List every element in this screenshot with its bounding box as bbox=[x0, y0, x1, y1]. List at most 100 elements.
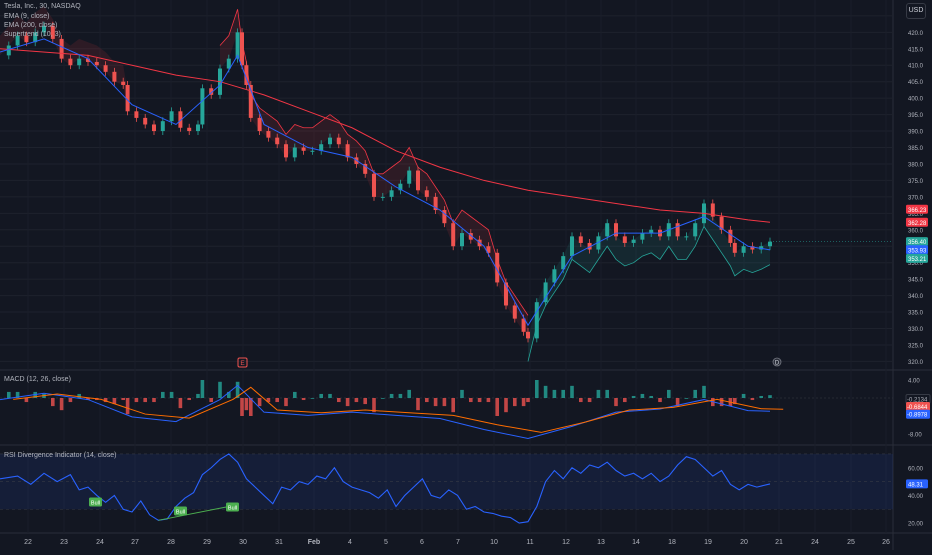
macd-histogram-bar bbox=[363, 398, 367, 405]
time-tick-label: 7 bbox=[456, 539, 460, 546]
macd-line bbox=[0, 384, 771, 440]
candle bbox=[284, 144, 288, 158]
candle bbox=[6, 45, 11, 56]
macd-histogram-bar bbox=[59, 398, 64, 411]
candle bbox=[33, 32, 38, 43]
macd-histogram-bar bbox=[218, 381, 222, 398]
rsi-legend[interactable]: RSI Divergence Indicator (14, close) bbox=[4, 452, 117, 459]
candle bbox=[240, 32, 244, 66]
macd-histogram-bar bbox=[416, 398, 420, 411]
rsi-tick-label: 60.00 bbox=[908, 466, 924, 472]
macd-histogram-bar bbox=[244, 398, 249, 411]
candle bbox=[614, 223, 618, 237]
macd-histogram-bar bbox=[152, 398, 156, 403]
candle bbox=[196, 124, 200, 132]
price-pane[interactable] bbox=[0, 6, 893, 362]
candle bbox=[424, 190, 429, 197]
candle bbox=[750, 246, 755, 250]
macd-histogram-bar bbox=[187, 398, 191, 401]
candle bbox=[534, 302, 539, 339]
macd-histogram-bar bbox=[169, 391, 174, 398]
macd-histogram-bar bbox=[143, 398, 147, 403]
candle bbox=[42, 25, 46, 33]
rsi-pane[interactable] bbox=[0, 453, 893, 524]
candle bbox=[622, 236, 627, 243]
ema9-legend[interactable]: EMA (9, close) bbox=[4, 13, 50, 20]
candle bbox=[768, 241, 772, 247]
last-price-tag: 356.40 bbox=[908, 240, 927, 246]
macd-histogram-bar bbox=[68, 398, 73, 403]
macd-histogram-bar bbox=[552, 389, 557, 398]
candle bbox=[552, 269, 557, 283]
candle bbox=[301, 147, 306, 151]
macd-histogram-bar bbox=[596, 389, 601, 398]
macd-histogram-bar bbox=[477, 398, 482, 403]
symbol-title[interactable]: Tesla, Inc., 30, NASDAQ bbox=[4, 3, 81, 10]
time-tick-label: 4 bbox=[348, 539, 352, 546]
ema200-price-tag: 362.28 bbox=[908, 221, 927, 227]
candle bbox=[15, 35, 20, 46]
price-axis[interactable]: 425.0420.0415.0410.0405.0400.0395.0390.0… bbox=[905, 14, 931, 528]
candle bbox=[759, 246, 764, 250]
macd-histogram-bar bbox=[398, 393, 403, 398]
macd-histogram-bar bbox=[667, 389, 671, 398]
candle bbox=[596, 236, 601, 250]
supertrend-down-line bbox=[219, 9, 529, 316]
candle bbox=[226, 58, 231, 69]
ema9-price-tag: 353.93 bbox=[908, 248, 927, 254]
time-tick-label: 26 bbox=[882, 539, 890, 546]
candle bbox=[693, 223, 698, 237]
macd-histogram-bar bbox=[640, 393, 645, 398]
macd-histogram-bar bbox=[24, 398, 29, 403]
time-tick-label: 13 bbox=[597, 539, 605, 546]
supertrend-price-tag: 366.23 bbox=[908, 208, 927, 214]
price-tick-label: 395.0 bbox=[908, 113, 924, 119]
time-tick-label: 10 bbox=[490, 539, 498, 546]
macd-histogram-bar bbox=[112, 398, 117, 405]
candle bbox=[169, 111, 174, 122]
macd-histogram-bar bbox=[103, 398, 108, 403]
candle bbox=[152, 124, 156, 132]
macd-histogram-bar bbox=[319, 393, 323, 398]
bull-divergence-line bbox=[158, 505, 229, 521]
supertrend-early-fill bbox=[0, 6, 128, 112]
macd-histogram-bar bbox=[310, 398, 315, 399]
candle bbox=[235, 32, 240, 59]
macd-histogram-bar bbox=[372, 398, 376, 413]
time-tick-label: 18 bbox=[668, 539, 676, 546]
candle bbox=[244, 65, 249, 85]
macd-histogram-bar bbox=[275, 398, 279, 403]
candle bbox=[640, 233, 645, 240]
candle bbox=[68, 58, 73, 66]
macd-histogram-tag: -0.6844 bbox=[907, 405, 928, 411]
macd-histogram-bar bbox=[337, 398, 341, 403]
ema200-legend[interactable]: EMA (200, close) bbox=[4, 22, 58, 29]
macd-pane[interactable] bbox=[0, 380, 893, 440]
macd-legend[interactable]: MACD (12, 26, close) bbox=[4, 376, 71, 383]
macd-tick-label: 4.00 bbox=[908, 379, 920, 385]
supertrend-price-tag-bg bbox=[906, 204, 928, 214]
currency-button[interactable]: USD bbox=[906, 3, 926, 19]
time-axis[interactable]: 22 23 24 27 28 29 30 31 Feb 4 5 6 7 10 11 12 13 14 18 19 20 2… bbox=[24, 539, 890, 546]
macd-histogram-bar bbox=[702, 385, 706, 398]
macd-histogram-bar bbox=[86, 398, 90, 401]
supertrend-legend[interactable]: Supertrend (10, 3) bbox=[4, 31, 61, 38]
macd-histogram-bar bbox=[15, 391, 20, 398]
candle bbox=[504, 282, 508, 306]
macd-histogram-bar bbox=[77, 393, 81, 398]
macd-histogram-bar bbox=[460, 389, 464, 398]
candle bbox=[209, 88, 214, 95]
candle bbox=[372, 173, 376, 197]
macd-histogram-bar bbox=[389, 393, 394, 398]
candle bbox=[578, 236, 583, 243]
candle bbox=[570, 236, 574, 257]
time-tick-label: 20 bbox=[740, 539, 748, 546]
candle bbox=[460, 233, 464, 247]
candle bbox=[631, 239, 636, 243]
macd-histogram-bar bbox=[196, 393, 200, 398]
macd-histogram-bar bbox=[543, 385, 548, 398]
price-tick-label: 335.0 bbox=[908, 311, 924, 317]
price-tick-label: 385.0 bbox=[908, 146, 924, 152]
price-tick-label: 420.0 bbox=[908, 31, 924, 37]
